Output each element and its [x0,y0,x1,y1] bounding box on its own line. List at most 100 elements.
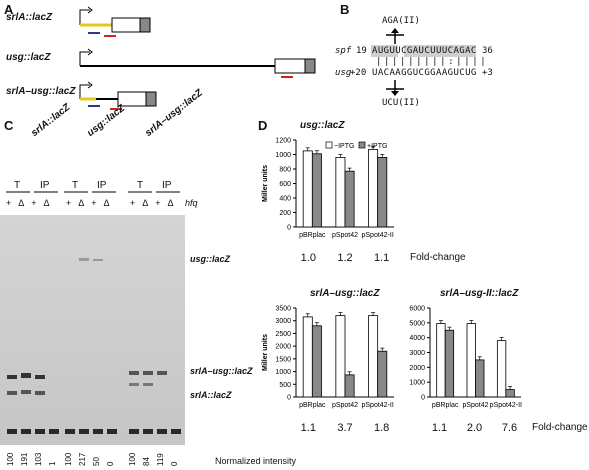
y-tick-label: 3500 [275,306,291,313]
chart1-title: usg::lacZ [300,120,345,131]
normalized-label: Normalized intensity [215,456,297,466]
chart-srla-usg-lacz: 0 500 1000 1500 2000 2500 3000 3500 Miller units… [262,306,394,409]
ip-label-3: IP [162,180,172,191]
normalized-value: 103 [34,452,43,466]
normalized-value: 217 [78,452,87,466]
mutation-top-arrow [386,28,404,44]
y-axis-label: Miller units [262,165,269,202]
y-tick-label: 1500 [275,356,291,363]
band-label-srla: srlA::lacZ [190,390,232,400]
bar [466,323,476,398]
fold-change-value: 3.7 [337,422,353,434]
y-tick-label: 0 [287,225,291,232]
normalized-value: 191 [20,452,29,466]
y-tick-label: 0 [421,395,425,402]
bar [377,156,388,228]
construct-usg [79,48,316,78]
y-tick-label: 400 [279,196,291,203]
panel-a-label: A [4,2,14,17]
normalized-values: 100 191 103 1 100 217 50 0 100 84 119 0 [0,446,190,470]
y-tick-label: 2500 [275,331,291,338]
normalized-value: 100 [128,452,137,466]
base-pairing-lines: |||||||||:|||| [376,57,489,67]
y-tick-label: 1000 [409,380,425,387]
bar [344,374,355,398]
foldchange-row-1: 1.0 1.2 1.1 [290,252,400,266]
normalized-value: 100 [6,452,15,466]
y-tick-label: 5000 [409,320,425,327]
y-tick-label: 1000 [275,369,291,376]
bar [496,340,507,398]
category-label: pBRplac [432,402,459,409]
spf-highlight [371,45,398,57]
category-label: pBRplac [299,232,326,239]
y-tick-label: 2000 [409,365,425,372]
fold-change-value: 1.1 [431,422,448,434]
bar [302,316,313,398]
usg-sequence: UACAAGGUCGGAAGUCUG [372,68,477,78]
gel-image [0,215,185,445]
mutation-bottom-label: UCU(II) [382,98,420,108]
foldchange-label-2: Fold-change [532,422,588,433]
legend-label-minus: −IPTG [334,143,354,150]
hfq-markers-1: +Δ+Δ [6,198,57,208]
y-tick-label: 200 [279,210,291,217]
ip-label-1: IP [40,180,50,191]
y-tick-label: 2000 [275,344,291,351]
fold-change-value: 1.8 [374,422,390,434]
spf-end: 36 [482,46,493,56]
bar [505,389,515,398]
chart-usg-lacz: 0 200 400 600 800 1000 1200 Miller units pBRplac… [262,138,394,239]
mutation-bottom-arrow [386,80,404,96]
chart-srla-usg-ii-lacz: 0 1000 2000 3000 4000 5000 6000 pBRplac pSpot42 p… [409,306,522,410]
bar [368,315,379,398]
fold-change-value: 1.1 [374,252,390,264]
construct-label-usg: usg::lacZ [6,52,51,63]
bar [377,350,388,398]
normalized-value: 100 [64,452,73,466]
y-tick-label: 1200 [275,138,291,145]
spf-start: 19 [356,46,367,56]
category-label: pSpot42-II [362,232,394,239]
bar [302,150,313,228]
chart3-title: srlA–usg-II::lacZ [440,288,519,299]
y-tick-label: 3000 [409,350,425,357]
band-label-usg: usg::lacZ [190,254,231,264]
y-tick-label: 0 [287,395,291,402]
category-label: pSpot42 [462,402,488,409]
mutation-top-label: AGA(II) [382,16,420,26]
normalized-value: 84 [142,457,151,466]
normalized-value: 1 [48,461,57,466]
y-tick-label: 500 [279,382,291,389]
usg-label: usg [335,68,352,78]
spf-sequence: AUGUUCGAUCUUUCAGAC [372,46,477,56]
lane-underlines [6,191,180,193]
foldchange-row-3: 1.1 2.0 7.6 [422,422,527,436]
spf-highlight-2 [404,45,476,57]
hfq-markers-3: +Δ+Δ [130,198,181,208]
foldchange-label-1: Fold-change [410,252,466,263]
chart2-title: srlA–usg::lacZ [310,288,380,299]
bar [335,315,346,398]
panel-d-label: D [258,118,268,133]
ip-label-2: IP [97,180,107,191]
bar [368,149,379,228]
fold-change-value: 7.6 [501,422,518,434]
fold-change-value: 2.0 [466,422,483,434]
y-tick-label: 3000 [275,318,291,325]
category-label: pSpot42-II [362,402,394,409]
usg-end: +3 [482,68,493,78]
y-tick-label: 1000 [275,152,291,159]
hfq-label: hfq [185,198,198,208]
construct-srla [79,6,151,37]
hfq-markers-2: +Δ+Δ [66,198,117,208]
t-label-2: T [72,180,79,191]
category-label: pSpot42-II [490,402,522,409]
normalized-value: 0 [170,461,179,466]
bar [311,153,322,228]
t-label-1: T [14,180,21,191]
bar [311,325,322,398]
fold-change-value: 1.0 [300,252,316,264]
bar [335,156,346,228]
legend-swatch-minus [325,141,333,149]
